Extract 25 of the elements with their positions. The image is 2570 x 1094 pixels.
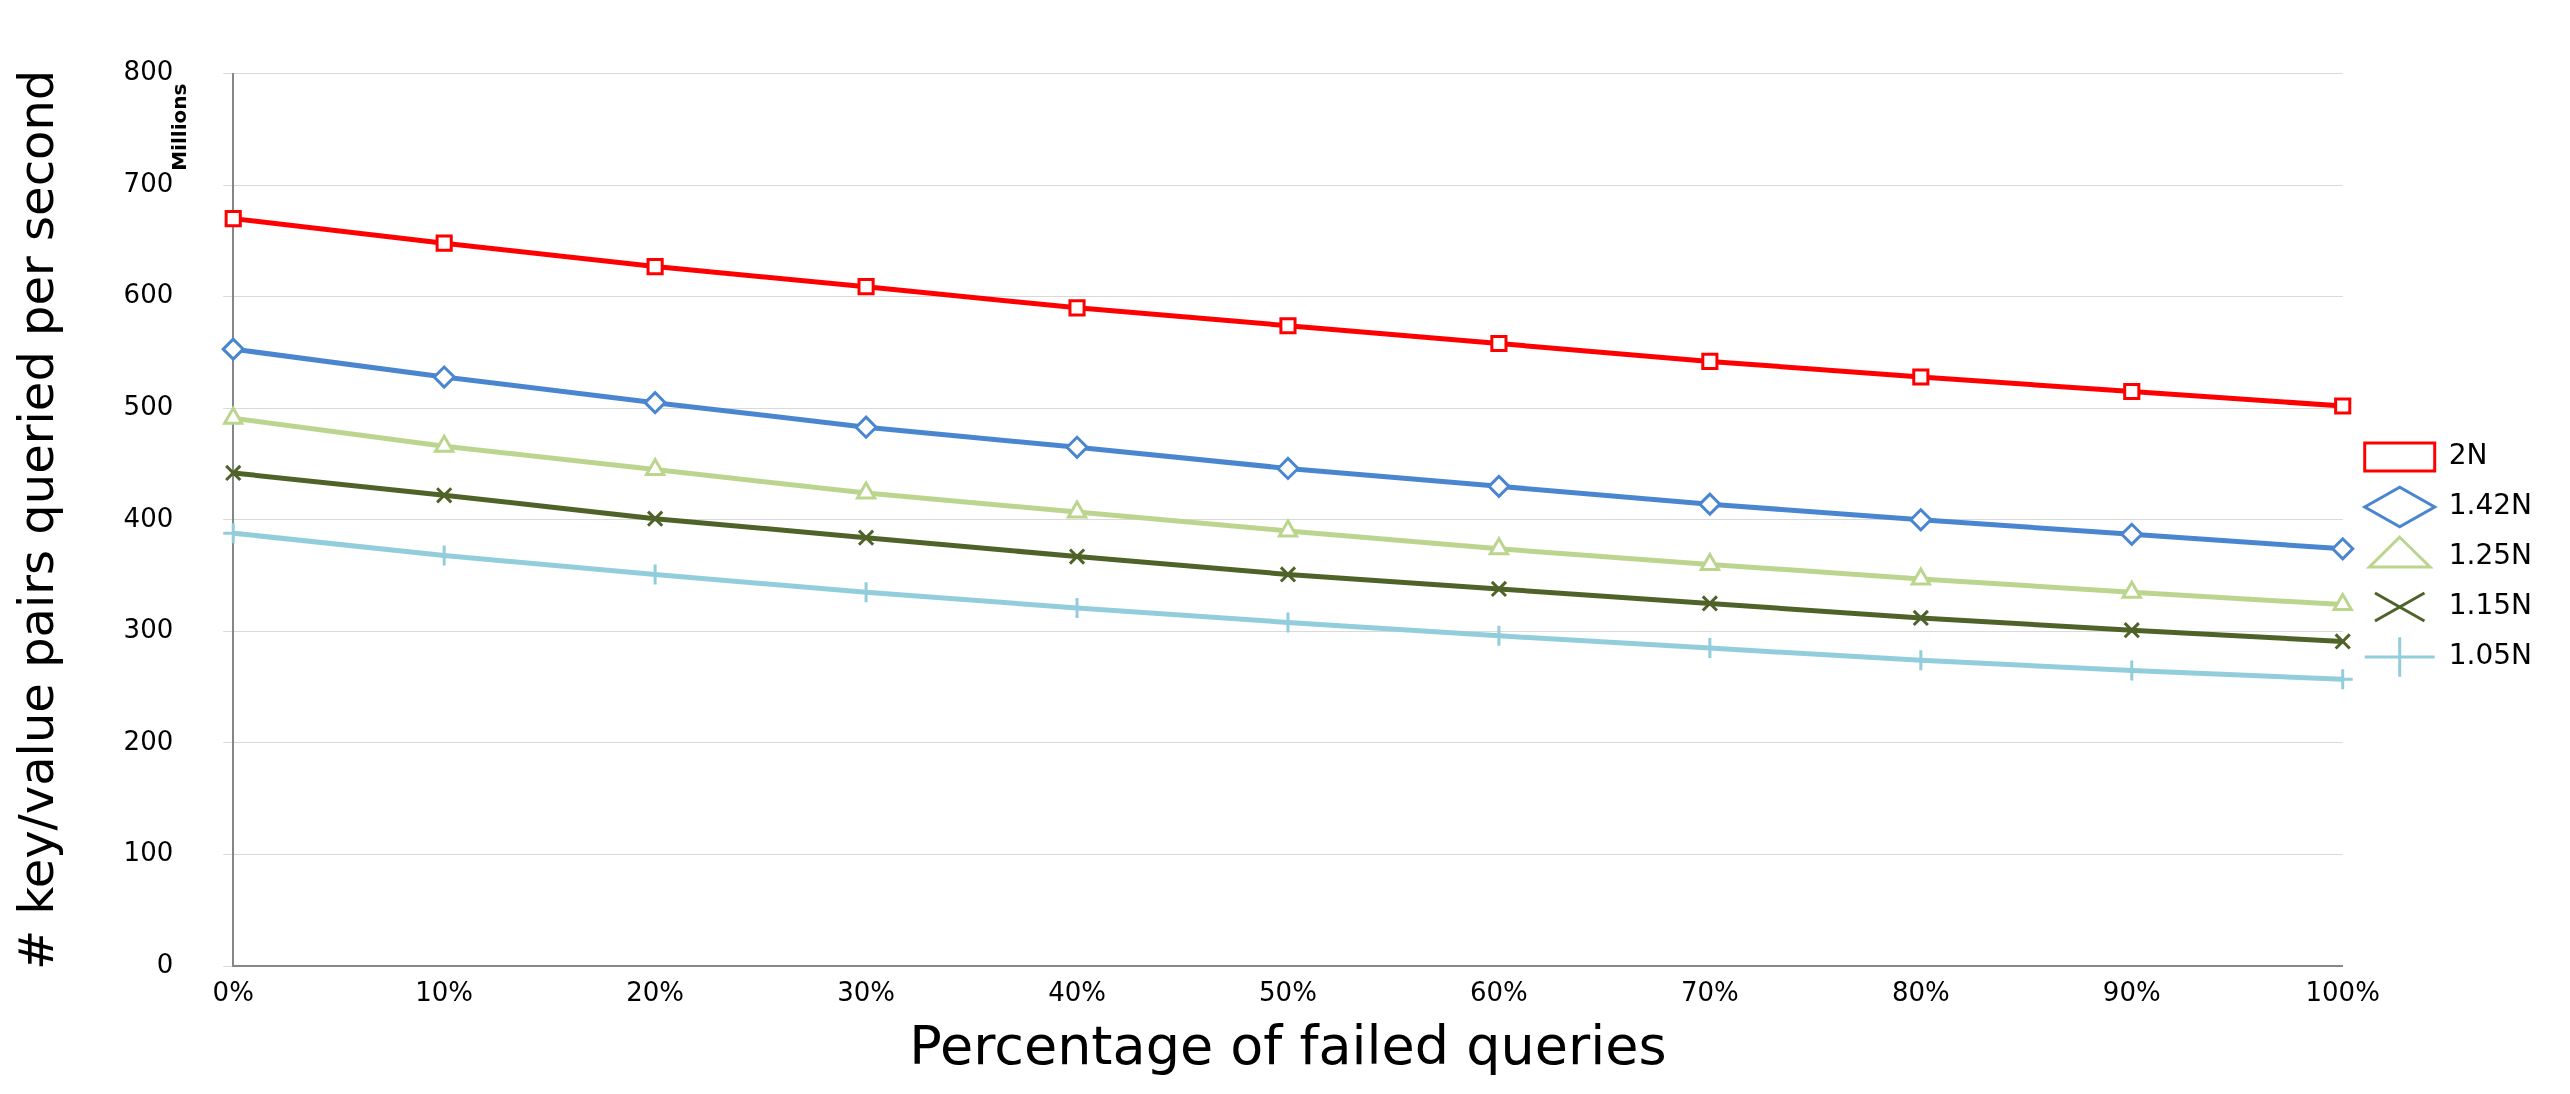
y-axis-title: # key/value pairs queried per second [8,69,65,970]
y-tick-label: 0 [156,948,174,979]
y-tick-label: 200 [123,725,174,756]
x-tick-label: 70% [1680,977,1739,1008]
x-tick-label: 100% [2305,977,2380,1008]
x-tick-label: 30% [837,977,895,1008]
legend-label: 2N [2448,438,2488,472]
x-tick-label: 20% [626,977,685,1008]
y-tick-label: 400 [123,502,174,533]
x-tick-label: 50% [1259,977,1317,1008]
legend-label: 1.05N [2448,638,2533,672]
x-tick-label: 60% [1470,977,1528,1008]
y-tick-label: 600 [123,279,174,310]
y-tick-label: 300 [123,614,174,645]
x-tick-label: 40% [1048,977,1106,1008]
legend-label: 1.42N [2448,488,2533,522]
legend-label: 1.15N [2448,588,2533,622]
y-tick-label: 500 [123,391,174,421]
y-tick-label: 100 [123,837,174,868]
x-tick-label: 90% [2102,977,2161,1008]
x-tick-label: 10% [415,977,474,1008]
legend-label: 1.25N [2448,538,2533,572]
x-tick-label: 80% [1891,977,1950,1008]
x-axis-title: Percentage of failed queries [909,1013,1667,1077]
x-tick-label: 0% [212,977,254,1008]
